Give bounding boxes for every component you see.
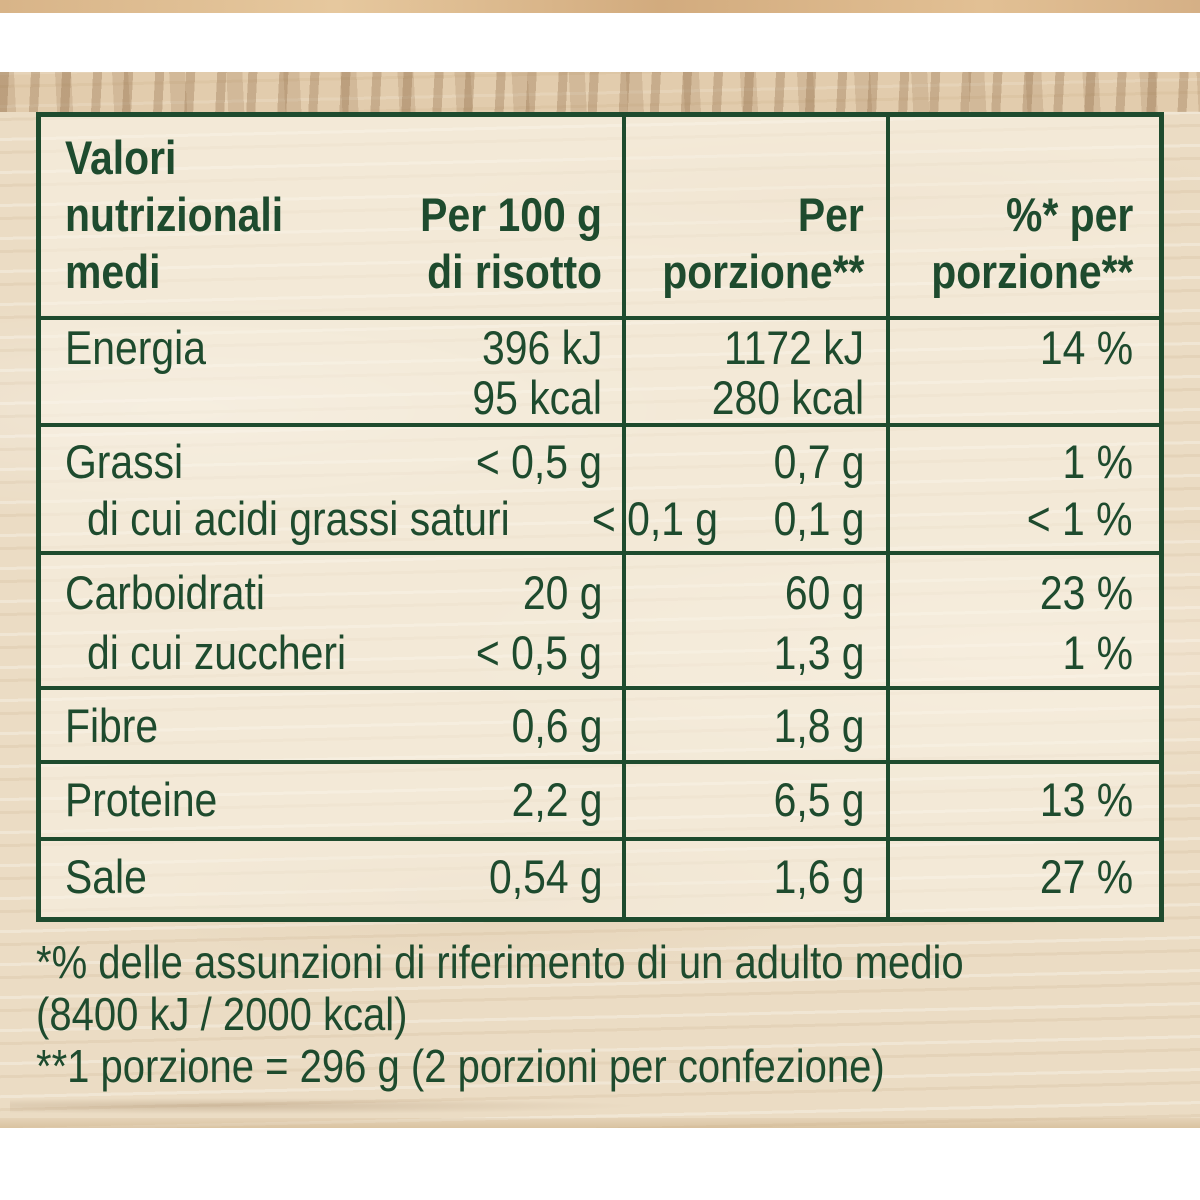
value-per-portion: 6,5 g [773, 773, 865, 826]
nutrient-label: Grassi [65, 435, 184, 488]
value-percent: 1 % [1062, 626, 1133, 679]
value-percent: 23 % [1039, 566, 1133, 619]
value-percent: < 1 % [1027, 492, 1133, 545]
value-per-portion: 1,8 g [773, 699, 865, 752]
header-per-100g: Per 100 g di risotto [393, 186, 603, 300]
nutrient-label: Fibre [65, 699, 159, 752]
header-line: %* per [1005, 188, 1133, 241]
row-sale: Sale 0,54 g 1,6 g 27 % [41, 841, 1159, 917]
footnote-line: *% delle assunzioni di riferimento di un… [36, 936, 964, 988]
header-percent-per-portion: %* per porzione** [886, 117, 1159, 316]
footnote-line: **1 porzione = 296 g (2 porzioni per con… [36, 1040, 885, 1092]
wood-edge-strip [0, 0, 1200, 13]
value-per-100g: 396 kJ [481, 321, 603, 374]
value-per-portion: 1172 kJ [724, 321, 865, 374]
nutrient-sublabel: di cui acidi grassi saturi [87, 492, 510, 545]
wood-smudge [10, 1098, 630, 1114]
header-line: Per 100 g [420, 188, 603, 241]
header-line: porzione** [930, 245, 1133, 298]
value-percent: 13 % [1039, 773, 1133, 826]
value-per-100g: < 0,5 g [476, 435, 603, 488]
header-line: Valori [65, 131, 177, 184]
white-margin [0, 1128, 1200, 1200]
nutrient-label: Proteine [65, 773, 218, 826]
row-energia: Energia 396 kJ 95 kcal 1172 kJ 280 kcal … [41, 320, 1159, 427]
row-grassi-group: Grassi < 0,5 g di cui acidi grassi satur… [41, 427, 1159, 555]
header-per-portion: Per porzione** [622, 117, 886, 316]
value-per-portion: 280 kcal [711, 371, 865, 424]
footnote-portion-definition: **1 porzione = 296 g (2 porzioni per con… [36, 1040, 1176, 1092]
value-per-portion: 0,1 g [773, 492, 865, 545]
value-per-portion: 1,6 g [773, 850, 865, 903]
value-per-portion: 1,3 g [773, 626, 865, 679]
wood-bottom-edge [0, 1118, 1200, 1128]
row-carboidrati-group: Carboidrati 20 g di cui zuccheri < 0,5 g… [41, 555, 1159, 690]
value-per-100g: 0,6 g [511, 699, 603, 752]
header-cell-left: Valori nutrizionali medi Per 100 g di ri… [41, 117, 622, 316]
nutrient-label: Sale [65, 850, 147, 903]
header-line: Per [798, 188, 865, 241]
value-per-portion: 60 g [784, 566, 865, 619]
header-nutrition-values: Valori nutrizionali medi [65, 129, 316, 300]
footnote-line: (8400 kJ / 2000 kcal) [36, 988, 408, 1040]
table-header: Valori nutrizionali medi Per 100 g di ri… [41, 117, 1159, 320]
value-percent: 27 % [1039, 850, 1133, 903]
header-line: di risotto [427, 245, 603, 298]
value-per-100g: 2,2 g [511, 773, 603, 826]
row-fibre: Fibre 0,6 g 1,8 g [41, 690, 1159, 764]
footnote-reference-intake: *% delle assunzioni di riferimento di un… [36, 936, 1176, 1040]
header-line: porzione** [661, 245, 865, 298]
header-line: nutrizionali [65, 188, 284, 241]
header-line: medi [65, 245, 161, 298]
nutrient-sublabel: di cui zuccheri [87, 626, 347, 679]
value-percent: 14 % [1039, 321, 1133, 374]
value-per-100g: 20 g [522, 566, 603, 619]
value-per-100g: 95 kcal [472, 371, 603, 424]
value-percent: 1 % [1062, 435, 1133, 488]
row-proteine: Proteine 2,2 g 6,5 g 13 % [41, 764, 1159, 841]
nutrient-label: Carboidrati [65, 566, 266, 619]
wood-grain-band [0, 72, 1200, 112]
value-per-100g: < 0,1 g [591, 492, 718, 545]
value-per-portion: 0,7 g [773, 435, 865, 488]
value-per-100g: < 0,5 g [476, 626, 603, 679]
nutrient-label: Energia [65, 321, 206, 374]
value-per-100g: 0,54 g [488, 850, 603, 903]
nutrition-table: Valori nutrizionali medi Per 100 g di ri… [36, 112, 1164, 922]
